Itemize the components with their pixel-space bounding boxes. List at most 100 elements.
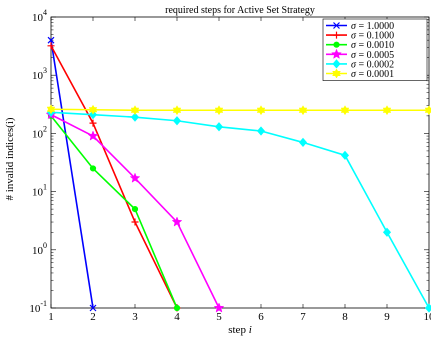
x-tick-label: 4 bbox=[174, 311, 180, 323]
data-point bbox=[89, 304, 97, 312]
data-point bbox=[340, 105, 350, 116]
circle-marker bbox=[333, 41, 340, 48]
y-tick-label: 102 bbox=[32, 124, 47, 140]
star-marker bbox=[87, 130, 99, 141]
hexagram-marker bbox=[256, 105, 266, 116]
star-marker bbox=[331, 48, 342, 59]
star-marker bbox=[129, 172, 141, 183]
x-tick-label: 6 bbox=[258, 311, 264, 323]
x-tick-label: 7 bbox=[300, 311, 306, 323]
star-marker bbox=[171, 216, 183, 227]
data-point bbox=[129, 172, 141, 183]
data-point bbox=[47, 42, 55, 50]
series-line bbox=[50, 111, 430, 309]
diamond-marker bbox=[332, 59, 341, 69]
x-tick-label: 10 bbox=[424, 311, 431, 323]
data-point bbox=[130, 105, 140, 116]
series-group bbox=[45, 36, 431, 313]
legend-label: σ = 0.0010 bbox=[351, 40, 394, 51]
circle-marker bbox=[173, 304, 181, 312]
data-point bbox=[131, 218, 139, 226]
series-line bbox=[50, 40, 94, 309]
x-tick-label: 1 bbox=[48, 311, 54, 323]
data-point bbox=[172, 116, 182, 126]
plus-marker bbox=[333, 31, 340, 39]
data-point bbox=[214, 105, 224, 116]
diamond-marker bbox=[256, 126, 266, 136]
legend-marker bbox=[332, 68, 341, 79]
data-point bbox=[213, 302, 225, 313]
diamond-marker bbox=[382, 227, 392, 237]
data-point bbox=[256, 105, 266, 116]
legend-marker bbox=[333, 41, 340, 48]
data-point bbox=[214, 122, 224, 132]
data-point bbox=[87, 130, 99, 141]
hexagram-marker bbox=[46, 104, 56, 115]
data-point bbox=[131, 206, 139, 213]
data-point bbox=[424, 105, 431, 116]
hexagram-marker bbox=[340, 105, 350, 116]
data-point bbox=[340, 150, 350, 160]
x-tick-label: 8 bbox=[342, 311, 348, 323]
data-point bbox=[47, 36, 55, 44]
plus-marker bbox=[131, 218, 139, 226]
data-point bbox=[89, 165, 97, 172]
y-tick-label: 100 bbox=[32, 241, 47, 257]
legend-marker bbox=[333, 31, 340, 39]
data-point bbox=[88, 104, 98, 115]
legend-label: σ = 1.0000 bbox=[351, 21, 394, 32]
circle-marker bbox=[131, 206, 139, 213]
data-point bbox=[298, 137, 308, 148]
y-tick-label: 10-1 bbox=[29, 299, 47, 315]
hexagram-marker bbox=[88, 104, 98, 115]
hexagram-marker bbox=[332, 68, 341, 79]
y-tick-label: 103 bbox=[32, 66, 47, 82]
legend-label: σ = 0.0005 bbox=[351, 50, 394, 61]
x-marker bbox=[47, 36, 55, 44]
diamond-marker bbox=[130, 112, 140, 122]
x-tick-label: 2 bbox=[90, 311, 96, 323]
data-point bbox=[172, 105, 182, 116]
chart-title: required steps for Active Set Strategy bbox=[165, 5, 315, 16]
data-point bbox=[130, 112, 140, 122]
x-tick-label: 9 bbox=[384, 311, 390, 323]
diamond-marker bbox=[298, 137, 308, 148]
circle-marker bbox=[89, 165, 97, 172]
plus-marker bbox=[89, 119, 97, 127]
x-axis-label: step i bbox=[228, 324, 252, 336]
hexagram-marker bbox=[298, 105, 308, 116]
series-line bbox=[50, 108, 429, 112]
data-point bbox=[171, 216, 183, 227]
x-tick-label: 5 bbox=[216, 311, 222, 323]
diamond-marker bbox=[172, 116, 182, 126]
plot-area: 1 2 3 4 5 6 7 8 9 10 10-1 100 101 102 103 104 bbox=[29, 8, 431, 323]
legend-box bbox=[322, 18, 428, 81]
data-point bbox=[298, 105, 308, 116]
data-point bbox=[382, 227, 392, 237]
legend-marker bbox=[331, 48, 342, 59]
hexagram-marker bbox=[382, 105, 392, 116]
diamond-marker bbox=[340, 150, 350, 160]
y-tick-label: 104 bbox=[32, 8, 47, 24]
x-marker bbox=[333, 22, 340, 29]
data-point bbox=[173, 304, 181, 312]
series-line bbox=[50, 115, 178, 309]
legend-marker bbox=[332, 59, 341, 69]
hexagram-marker bbox=[130, 105, 140, 116]
plus-marker bbox=[47, 42, 55, 50]
legend-marker bbox=[333, 22, 340, 29]
hexagram-marker bbox=[172, 105, 182, 116]
legend-label: σ = 0.0001 bbox=[351, 69, 394, 80]
plot-frame bbox=[50, 16, 430, 309]
hexagram-marker bbox=[424, 105, 431, 116]
y-axis-label: # invalid indices(i) bbox=[4, 117, 16, 200]
data-point bbox=[256, 126, 266, 136]
diamond-marker bbox=[424, 303, 431, 313]
hexagram-marker bbox=[214, 105, 224, 116]
star-marker bbox=[213, 302, 225, 313]
legend-label: σ = 0.1000 bbox=[351, 31, 394, 42]
diamond-marker bbox=[214, 122, 224, 132]
legend-label: σ = 0.0002 bbox=[351, 59, 394, 70]
